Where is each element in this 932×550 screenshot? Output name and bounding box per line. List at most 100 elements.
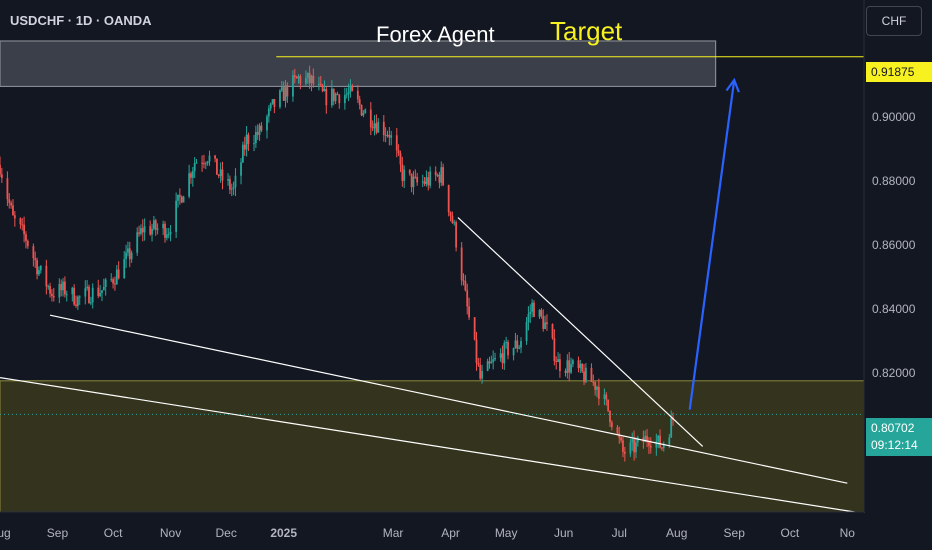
candle-body	[623, 451, 626, 454]
x-tick-label: Jul	[612, 526, 627, 540]
candle-body	[125, 252, 127, 260]
candle-body	[610, 422, 613, 428]
candle-body	[464, 281, 467, 291]
candle-body	[219, 169, 222, 177]
candle-body	[455, 222, 458, 248]
candle-body	[590, 367, 593, 382]
candle-body	[110, 279, 113, 281]
candle-body	[310, 75, 313, 83]
candle-body	[128, 248, 131, 260]
candle-body	[39, 265, 42, 271]
candle-body	[338, 94, 341, 104]
candle-body	[646, 435, 648, 443]
candle-body	[668, 437, 671, 445]
candle-body	[297, 76, 300, 79]
candle-body	[241, 144, 244, 163]
candle-body	[429, 171, 432, 186]
candle-body	[230, 188, 233, 190]
candle-body	[670, 417, 673, 438]
candle-body	[514, 340, 517, 349]
candle-body	[633, 439, 635, 453]
candle-body	[661, 447, 663, 449]
x-tick-label: Sep	[47, 526, 69, 540]
candle-body	[167, 233, 170, 235]
candle-body	[256, 132, 259, 135]
candle-body	[115, 269, 118, 285]
candle-body	[594, 382, 597, 390]
candle-body	[490, 361, 493, 364]
candle-body	[266, 116, 268, 131]
candle-body	[364, 109, 367, 114]
candle-body	[127, 248, 129, 253]
candle-body	[358, 99, 361, 105]
candle-body	[114, 283, 116, 285]
candle-body	[201, 162, 203, 164]
candle-body	[269, 103, 272, 109]
x-tick-label: No	[840, 526, 856, 540]
candle-body	[486, 361, 489, 371]
candle-body	[89, 302, 92, 304]
candle-body	[164, 223, 166, 238]
candle-body	[102, 286, 105, 291]
candle-body	[51, 293, 53, 297]
candle-body	[453, 222, 456, 224]
candle-body	[280, 87, 283, 91]
candle-body	[136, 232, 139, 253]
candle-body	[540, 310, 543, 317]
candle-body	[286, 85, 289, 97]
candle-body	[527, 314, 530, 322]
currency-button[interactable]: CHF	[866, 6, 922, 36]
candle-body	[390, 135, 393, 138]
candle-body	[516, 340, 519, 349]
candle-body	[648, 442, 650, 446]
candle-body	[12, 205, 14, 216]
candle-body	[635, 442, 637, 453]
candle-body	[217, 174, 220, 177]
x-tick-label: Apr	[441, 526, 460, 540]
candle-body	[438, 174, 441, 183]
symbol-title[interactable]: USDCHF · 1D · OANDA	[10, 13, 152, 28]
candle-body	[382, 121, 385, 135]
candle-body	[332, 88, 335, 102]
candle-body	[369, 109, 372, 128]
candle-body	[421, 181, 424, 183]
candle-body	[234, 175, 237, 188]
candle-body	[165, 234, 168, 238]
candle-body	[629, 442, 632, 454]
candle-body	[206, 161, 209, 164]
candle-body	[451, 215, 454, 223]
candle-body	[473, 317, 476, 340]
candle-body	[319, 83, 322, 86]
candle-body	[505, 341, 508, 344]
candle-body	[436, 174, 439, 176]
candle-body	[538, 310, 541, 317]
candle-body	[384, 134, 387, 136]
candle-body	[542, 316, 545, 329]
candles	[0, 65, 674, 462]
candle-body	[8, 199, 11, 203]
candle-body	[377, 121, 380, 133]
y-tick-label: 0.86000	[872, 238, 916, 252]
time-axis: Aug Sep Oct Nov Dec 2025 Mar Apr May Jun Jul Aug Sep…	[0, 526, 855, 540]
candle-body	[101, 290, 103, 293]
candle-body	[292, 75, 294, 97]
candle-body	[65, 294, 68, 296]
candle-body	[152, 220, 155, 229]
candle-body	[631, 439, 634, 443]
candle-body	[293, 75, 296, 77]
candle-body	[34, 258, 37, 261]
candle-body	[655, 441, 658, 448]
x-tick-label: Jun	[554, 526, 573, 540]
candle-body	[479, 364, 482, 379]
candle-body	[60, 284, 63, 291]
y-tick-label: 0.88000	[872, 174, 916, 188]
candle-body	[216, 158, 218, 175]
candle-body	[177, 194, 179, 201]
candle-body	[47, 286, 50, 288]
candle-body	[325, 88, 328, 106]
candle-body	[193, 163, 196, 172]
candle-body	[180, 196, 183, 203]
candle-body	[321, 85, 324, 92]
candle-body	[596, 386, 598, 390]
